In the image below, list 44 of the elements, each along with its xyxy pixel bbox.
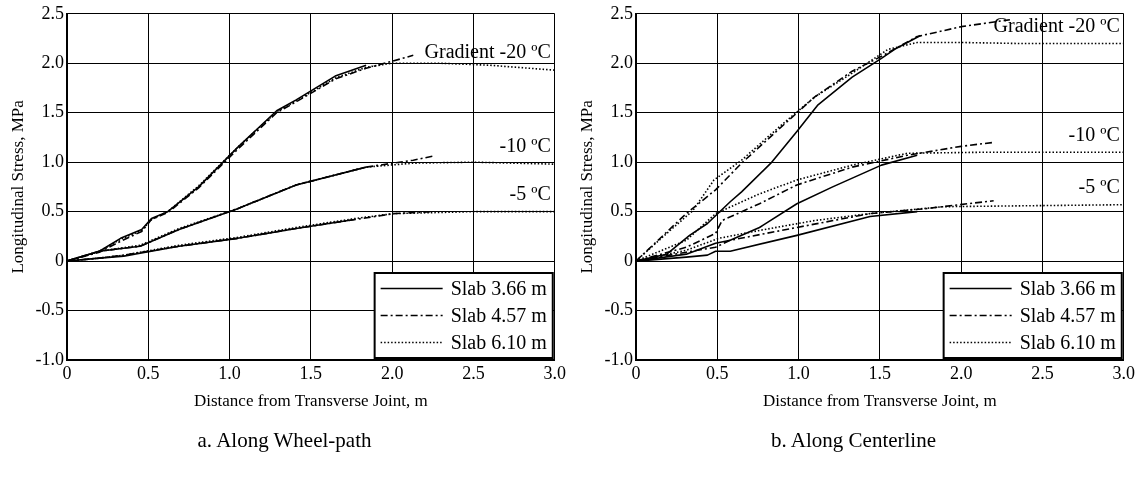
- x-tick-label: 2.5: [462, 362, 485, 383]
- legend-label: Slab 3.66 m: [1019, 276, 1117, 299]
- x-tick-label: 3.0: [543, 362, 566, 383]
- annotation: -5 ºC: [509, 181, 551, 204]
- annotation: -10 ºC: [1068, 122, 1120, 145]
- text: b. Along Centerline: [769, 428, 938, 453]
- y-tick-label: -0.5: [604, 299, 633, 320]
- y-tick-label: 0.5: [41, 200, 64, 221]
- y-axis-title: Longitudinal Stress, MPa: [576, 99, 596, 274]
- legend-label: Slab 4.57 m: [450, 303, 548, 326]
- y-tick-label: 1.0: [610, 150, 633, 171]
- y-tick-label: 1.0: [41, 150, 64, 171]
- x-axis-title: Distance from Transverse Joint, m: [193, 391, 428, 411]
- y-tick-label: 0: [623, 249, 633, 270]
- legend-label: Slab 3.66 m: [450, 276, 548, 299]
- annotation: -10 ºC: [499, 134, 551, 157]
- y-tick-label: 0: [54, 249, 64, 270]
- y-tick-label: -1.0: [604, 348, 633, 369]
- y-tick-label: 2.5: [610, 2, 633, 23]
- x-tick-label: 1.5: [299, 362, 323, 383]
- y-tick-label: -0.5: [35, 299, 64, 320]
- x-tick-label: 3.0: [1112, 362, 1135, 383]
- y-tick-label: 2.0: [610, 51, 633, 72]
- y-tick-label: 2.5: [41, 2, 64, 23]
- x-tick-label: 1.5: [868, 362, 892, 383]
- x-tick-label: 0.5: [136, 362, 160, 383]
- y-tick-label: -1.0: [35, 348, 64, 369]
- x-tick-label: 1.0: [218, 362, 241, 383]
- y-tick-label: 1.5: [610, 101, 633, 122]
- legend-label: Slab 4.57 m: [1019, 303, 1117, 326]
- y-tick-label: 2.0: [41, 51, 64, 72]
- x-tick-label: 1.0: [787, 362, 810, 383]
- x-axis-title: Distance from Transverse Joint, m: [762, 391, 997, 411]
- legend-label: Slab 6.10 m: [450, 330, 548, 353]
- y-tick-label: 1.5: [41, 101, 64, 122]
- x-tick-label: 2.5: [1031, 362, 1054, 383]
- x-tick-label: 0.5: [705, 362, 729, 383]
- annotation: -5 ºC: [1078, 174, 1120, 197]
- y-axis-title: Longitudinal Stress, MPa: [7, 99, 27, 274]
- text: a. Along Wheel-path: [196, 428, 373, 453]
- y-tick-label: 0.5: [610, 200, 633, 221]
- legend-label: Slab 6.10 m: [1019, 330, 1117, 353]
- x-tick-label: 2.0: [949, 362, 973, 383]
- x-tick-label: 2.0: [380, 362, 404, 383]
